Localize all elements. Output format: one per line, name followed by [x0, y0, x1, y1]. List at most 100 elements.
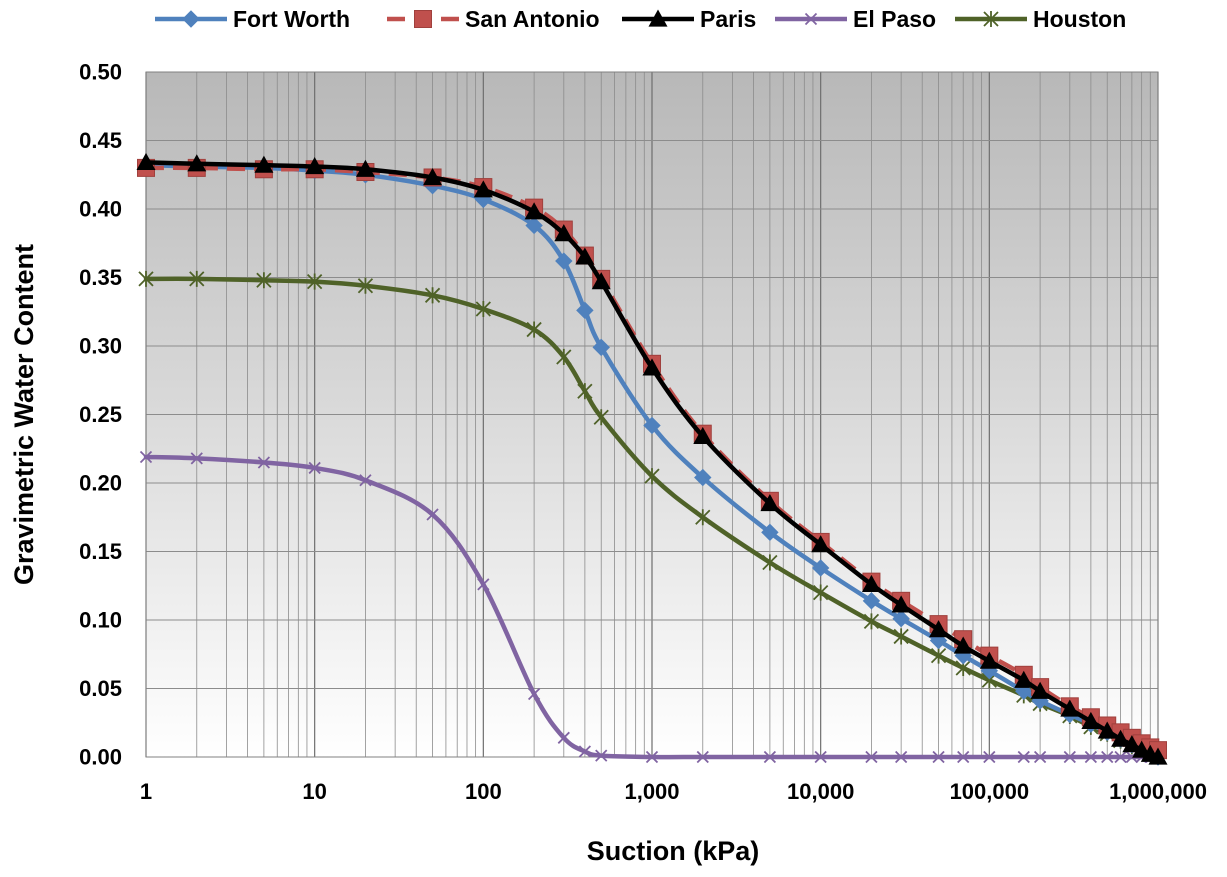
- x-tick-label: 10: [302, 779, 326, 804]
- data-point-houston: [644, 468, 660, 485]
- data-point-paris: [591, 272, 611, 290]
- y-tick-label: 0.05: [79, 676, 122, 701]
- data-point-el-paso: [257, 456, 271, 469]
- data-point-el-paso: [645, 750, 659, 764]
- data-point-paris: [642, 358, 662, 376]
- data-point-fort-worth: [555, 252, 573, 270]
- data-point-fort-worth: [643, 416, 661, 435]
- data-point-paris: [575, 247, 595, 265]
- legend-label-houston: Houston: [1033, 6, 1126, 32]
- data-point-paris: [693, 426, 713, 445]
- data-point-fort-worth: [525, 216, 543, 235]
- data-point-paris: [979, 651, 999, 669]
- data-point-paris: [953, 636, 973, 654]
- data-point-paris: [1030, 681, 1050, 699]
- legend-marker-paris: [648, 9, 668, 27]
- data-point-paris: [524, 202, 544, 220]
- data-point-el-paso: [527, 687, 541, 701]
- data-point-houston: [893, 628, 909, 645]
- data-point-fort-worth: [592, 338, 610, 357]
- data-point-houston: [256, 272, 272, 289]
- y-tick-label: 0.10: [79, 608, 122, 633]
- data-point-houston: [475, 300, 491, 318]
- data-point-paris: [1111, 729, 1131, 747]
- data-point-houston: [695, 509, 711, 526]
- chart-legend: Fort Worth San Antonio Paris El Paso Houston: [155, 6, 1126, 32]
- data-point-fort-worth: [761, 523, 779, 542]
- data-point-el-paso: [865, 750, 878, 764]
- data-point-houston: [526, 321, 542, 338]
- y-tick-label: 0.30: [79, 334, 122, 359]
- data-point-paris: [861, 574, 881, 592]
- data-point-houston: [577, 383, 593, 400]
- data-point-houston: [593, 409, 609, 426]
- y-tick-label: 0.35: [79, 265, 122, 290]
- x-tick-label: 100,000: [950, 779, 1030, 804]
- legend-item-san-antonio: San Antonio: [387, 6, 600, 32]
- y-tick-label: 0.20: [79, 471, 122, 496]
- data-point-paris: [305, 157, 325, 175]
- data-point-paris: [1014, 670, 1034, 688]
- data-point-el-paso: [1101, 750, 1114, 764]
- data-point-paris: [1060, 699, 1080, 717]
- data-point-paris: [1148, 747, 1168, 765]
- data-point-el-paso: [1084, 750, 1098, 764]
- y-tick-label: 0.25: [79, 402, 122, 427]
- data-point-el-paso: [957, 750, 970, 764]
- data-point-paris: [554, 224, 574, 242]
- x-tick-label: 10,000: [787, 779, 854, 804]
- data-point-el-paso: [578, 745, 592, 758]
- data-point-el-paso: [557, 731, 570, 744]
- legend-label-paris: Paris: [700, 6, 756, 32]
- x-tick-label: 1: [140, 779, 152, 804]
- data-point-houston: [762, 554, 778, 571]
- data-point-houston: [189, 270, 205, 287]
- y-axis-title: Gravimetric Water Content: [9, 244, 39, 585]
- data-point-el-paso: [1063, 750, 1076, 764]
- legend-marker-san-antonio: [414, 10, 432, 28]
- data-point-paris: [891, 595, 911, 613]
- legend-item-houston: Houston: [955, 6, 1126, 32]
- data-point-el-paso: [139, 450, 153, 464]
- legend-item-el-paso: El Paso: [775, 6, 936, 32]
- data-point-el-paso: [814, 750, 827, 764]
- data-point-el-paso: [932, 750, 945, 764]
- data-point-houston: [138, 270, 154, 287]
- data-point-el-paso: [763, 750, 777, 764]
- y-tick-label: 0.00: [79, 745, 122, 770]
- data-point-el-paso: [359, 474, 372, 487]
- data-point-paris: [760, 494, 780, 512]
- data-point-el-paso: [1033, 750, 1047, 764]
- legend-label-fort-worth: Fort Worth: [233, 6, 350, 32]
- data-point-el-paso: [1114, 750, 1127, 764]
- data-point-el-paso: [190, 452, 203, 465]
- axis-layer: 1 10 100 1,000 10,000 100,000 1,000,000 0.00 0.0…: [79, 60, 1207, 805]
- legend-label-san-antonio: San Antonio: [465, 6, 600, 32]
- data-point-paris: [423, 167, 443, 186]
- y-tick-label: 0.15: [79, 539, 122, 564]
- data-point-paris: [1122, 735, 1142, 753]
- data-point-fort-worth: [576, 301, 594, 320]
- legend-item-paris: Paris: [622, 6, 756, 32]
- x-tick-label: 1,000: [624, 779, 679, 804]
- data-point-el-paso: [595, 749, 608, 762]
- data-point-houston: [930, 647, 947, 664]
- legend-label-el-paso: El Paso: [853, 6, 936, 32]
- legend-marker-fort-worth: [182, 10, 200, 28]
- data-point-paris: [1097, 721, 1117, 739]
- legend-item-fort-worth: Fort Worth: [155, 6, 350, 32]
- data-point-houston: [307, 273, 323, 290]
- data-point-el-paso: [1017, 750, 1030, 764]
- data-point-el-paso: [983, 750, 996, 764]
- data-point-el-paso: [477, 578, 490, 591]
- x-axis-title: Suction (kPa): [587, 836, 760, 866]
- data-point-houston: [556, 348, 572, 366]
- data-point-el-paso: [696, 750, 709, 764]
- data-point-el-paso: [308, 461, 321, 475]
- y-tick-label: 0.50: [79, 60, 122, 85]
- data-point-el-paso: [895, 750, 908, 764]
- data-point-houston: [813, 584, 829, 601]
- data-point-fort-worth: [862, 592, 881, 610]
